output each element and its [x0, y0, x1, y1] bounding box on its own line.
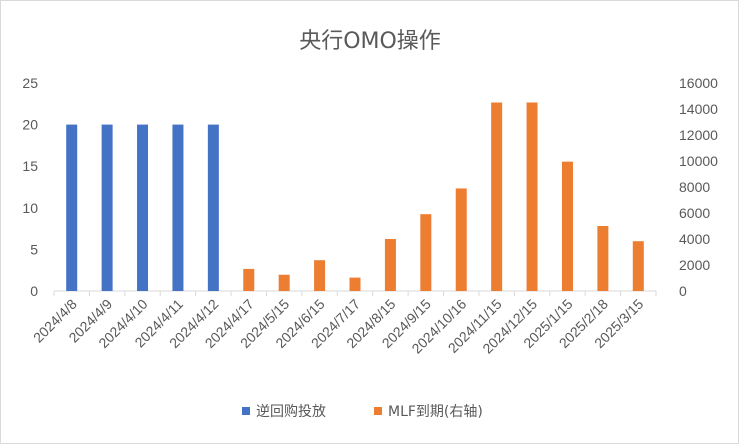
- y-right-tick-label: 0: [679, 283, 687, 299]
- y-right-tick-label: 10000: [679, 153, 718, 169]
- mlf-bar: [632, 241, 644, 291]
- reverse-repo-bar: [101, 124, 113, 291]
- legend-swatch: [242, 407, 250, 415]
- y-right-tick-label: 12000: [679, 127, 718, 143]
- mlf-bar: [314, 260, 326, 291]
- y-right-tick-label: 14000: [679, 101, 718, 117]
- bars: [66, 102, 644, 291]
- mlf-bar: [455, 188, 467, 291]
- chart-title: 央行OMO操作: [299, 29, 441, 54]
- y-left-tick-label: 5: [30, 241, 38, 257]
- y-left-tick-label: 15: [22, 158, 38, 174]
- mlf-bar: [597, 226, 609, 291]
- mlf-bar: [384, 239, 396, 291]
- y-right-tick-label: 4000: [679, 231, 710, 247]
- y-left-tick-label: 20: [22, 117, 38, 133]
- mlf-bar: [243, 268, 255, 291]
- y-left-tick-label: 25: [22, 75, 38, 91]
- mlf-bar: [526, 102, 538, 291]
- mlf-bar: [420, 214, 432, 291]
- legend-label: 逆回购投放: [256, 404, 326, 420]
- reverse-repo-bar: [172, 124, 184, 291]
- legend-swatch: [374, 407, 382, 415]
- y-right-tick-label: 16000: [679, 75, 718, 91]
- y-right-tick-label: 6000: [679, 205, 710, 221]
- mlf-bar: [278, 274, 290, 291]
- legend-label: MLF到期(右轴): [388, 404, 483, 420]
- reverse-repo-bar: [207, 124, 219, 291]
- mlf-bar: [561, 161, 573, 291]
- reverse-repo-bar: [66, 124, 78, 291]
- reverse-repo-bar: [137, 124, 149, 291]
- y-left-tick-label: 10: [22, 200, 38, 216]
- legend: 逆回购投放 MLF到期(右轴): [242, 404, 483, 420]
- y-right-tick-label: 2000: [679, 257, 710, 273]
- mlf-bar: [491, 102, 503, 291]
- y-right-tick-label: 8000: [679, 179, 710, 195]
- axes: 0 5 10 15 20 25 0 2000 4000 6000 8000 10000 12000 140…: [22, 75, 718, 357]
- mlf-bar: [349, 277, 361, 291]
- y-left-tick-label: 0: [30, 283, 38, 299]
